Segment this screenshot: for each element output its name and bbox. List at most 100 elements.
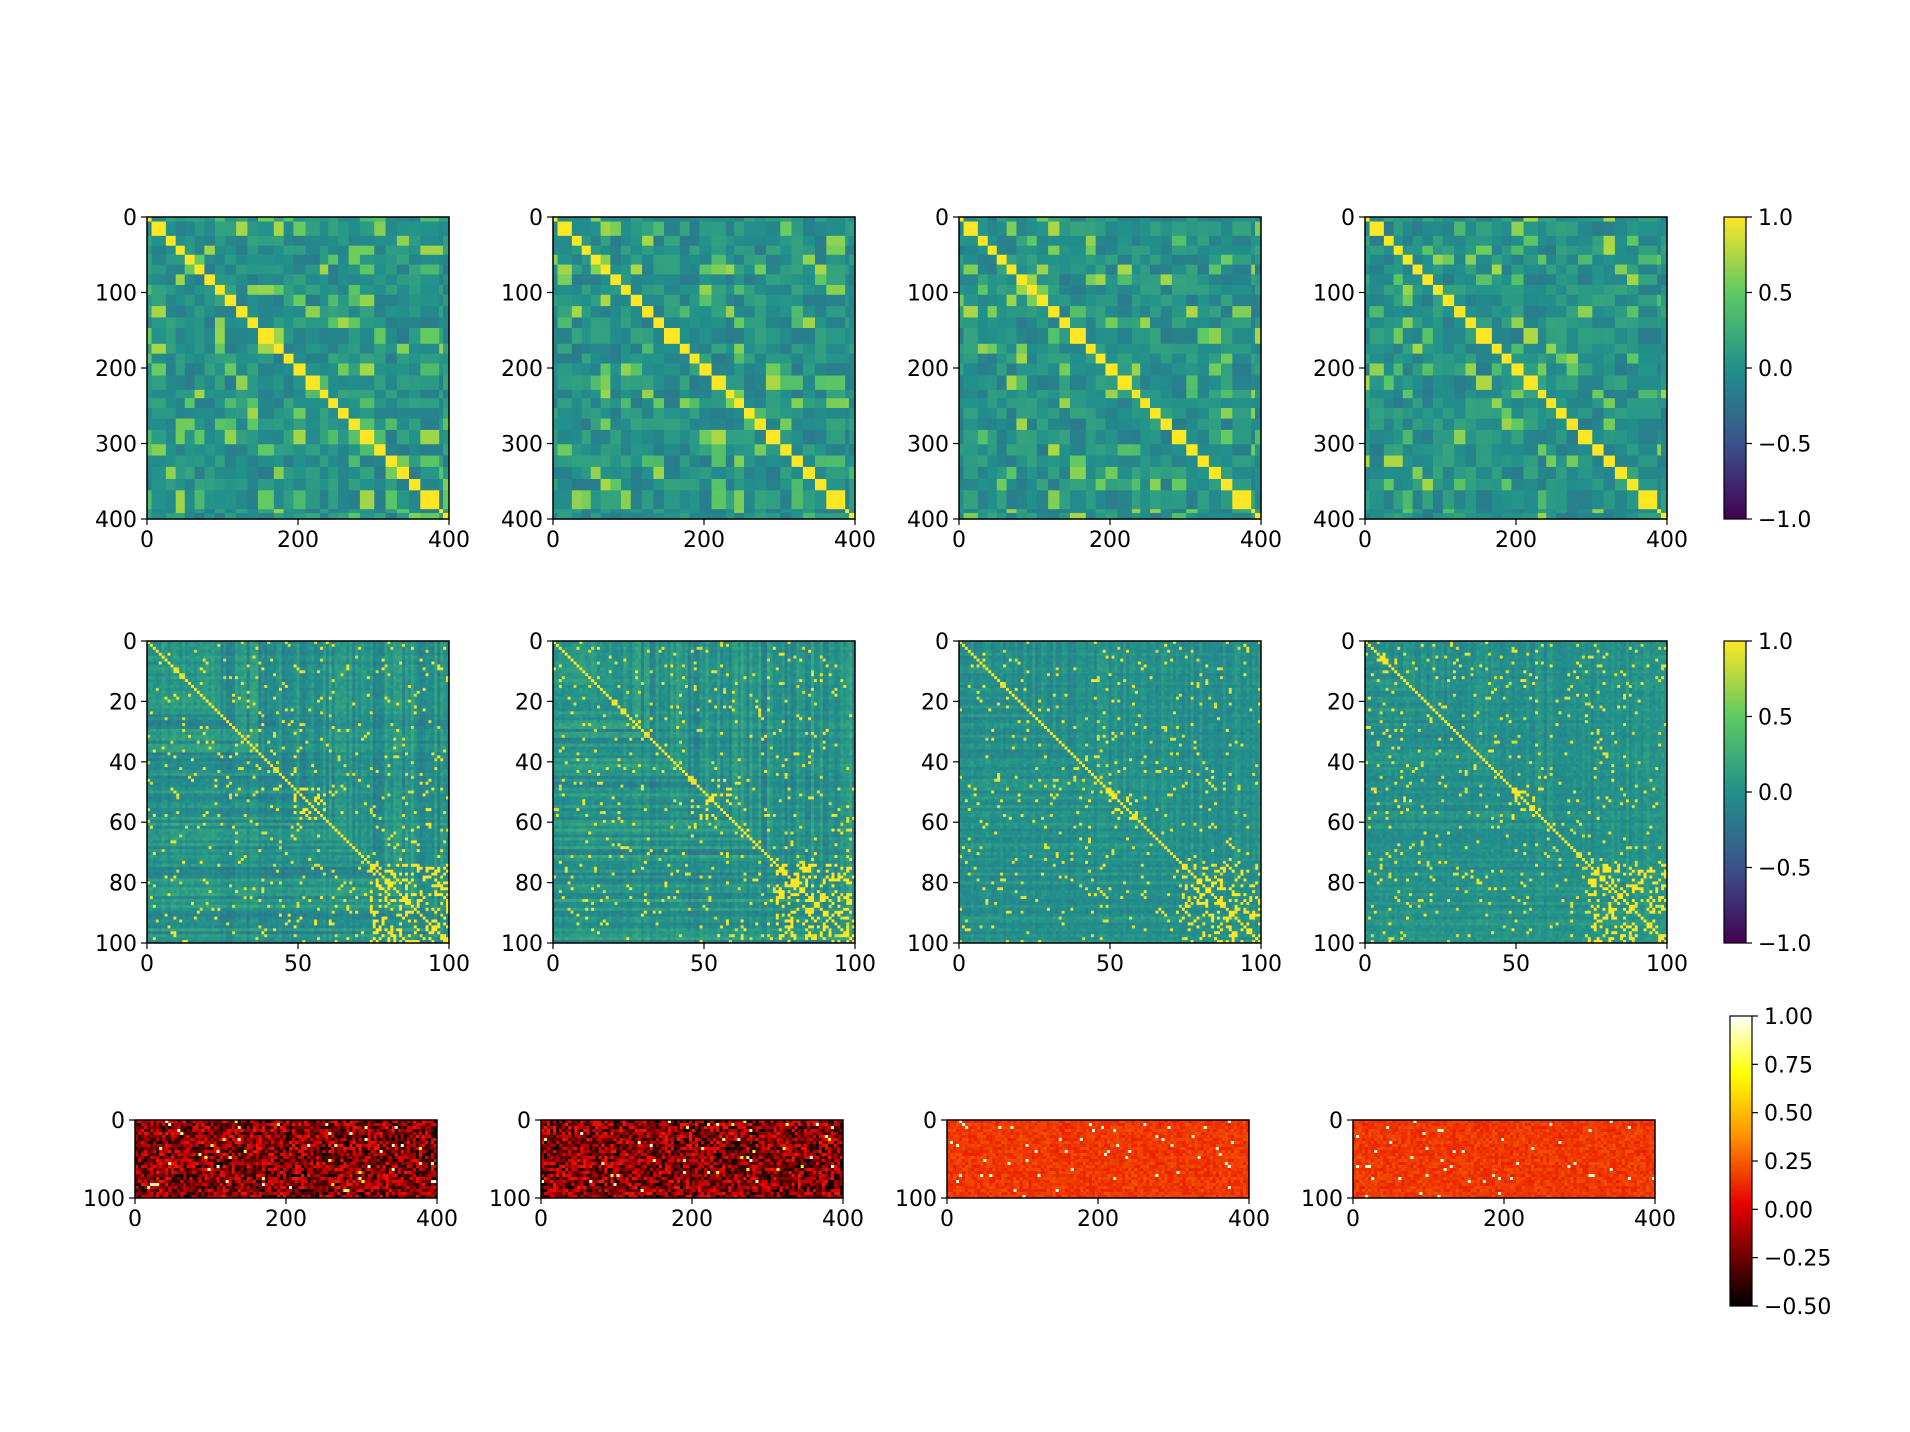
panel-r1-c1-cell — [320, 363, 329, 376]
panel-r1-c1-cell — [236, 390, 248, 399]
panel-r1-c1-cell — [386, 317, 398, 328]
panel-r1-c1-cell — [409, 328, 421, 344]
panel-r1-c1-cell — [320, 344, 329, 354]
panel-r1-c1-cell — [386, 246, 398, 256]
panel-r1-c1-cell — [274, 317, 284, 328]
panel-r1-c1-cell — [247, 265, 258, 275]
panel-r1-c1-cell — [185, 354, 195, 364]
panel-r1-c1-cell — [420, 398, 439, 408]
panel-r1-c1-cell — [176, 398, 186, 408]
panel-r1-c1-cell — [349, 376, 361, 391]
panel-r1-c1-cell — [284, 295, 294, 307]
panel-r1-c1-cell — [374, 376, 386, 391]
panel-r1-c1-cell — [204, 236, 215, 246]
panel-r1-c1-cell — [349, 430, 361, 445]
panel-r1-c1-cell — [147, 376, 152, 391]
panel-r1-c1-cell — [258, 363, 274, 376]
panel-r1-c1-cell — [225, 408, 237, 419]
panel-r1-c1-cell — [185, 328, 195, 344]
panel-r1-c1-cell — [152, 222, 167, 237]
panel-r1-c1-cell — [349, 363, 361, 376]
panel-r1-c1-cell — [247, 390, 258, 399]
panel-r1-c1-cell — [274, 419, 284, 431]
panel-r1-c1-cell — [185, 274, 195, 285]
panel-r1-c1-cell — [204, 295, 215, 307]
panel-r1-c1-cell — [147, 456, 152, 468]
panel-r1-c1-cell — [328, 222, 338, 237]
panel-r1-c1-cell — [320, 306, 329, 318]
panel-r1-c1-cell — [185, 295, 195, 307]
panel-r1-c1-cell — [258, 236, 274, 246]
panel-r1-c1-cell — [176, 408, 186, 419]
panel-r1-c1-cell — [374, 390, 386, 399]
panel-r1-c1-cell — [360, 328, 375, 344]
panel-r1-c1-cell — [374, 363, 386, 376]
panel-r1-c1-cell — [349, 328, 361, 344]
panel-r1-c1-cell — [306, 376, 321, 391]
panel-r1-c1-cell — [166, 354, 176, 364]
panel-r1-c1-cell — [293, 354, 306, 364]
panel-r1-c1-cell — [204, 376, 215, 391]
panel-r1-c1-cell — [195, 265, 205, 275]
panel-r1-c1-cell — [152, 390, 167, 399]
panel-r1-c1-cell — [215, 398, 225, 408]
panel-r1-c1-cell — [409, 398, 421, 408]
panel-r1-c1-cell — [349, 285, 361, 295]
panel-r1-c1-cell — [274, 344, 284, 354]
panel-r1-c1-cell — [349, 408, 361, 419]
panel-r1-c1-cell — [349, 222, 361, 237]
panel-r1-c1-cell — [215, 222, 225, 237]
panel-r1-c1-cell — [386, 408, 398, 419]
panel-r1-c1-cell — [185, 390, 195, 399]
panel-r1-c1-cell — [204, 255, 215, 265]
panel-r1-c1-cell — [176, 274, 186, 285]
panel-r1-c1-cell — [176, 456, 186, 468]
panel-r1-c1-cell — [284, 222, 294, 237]
panel-r1-c1-cell — [293, 274, 306, 285]
panel-r1-c1-cell — [236, 328, 248, 344]
panel-r1-c1-cell — [328, 390, 338, 399]
panel-r1-c1-cell — [349, 390, 361, 399]
panel-r1-c1-cell — [147, 255, 152, 265]
panel-r1-c1-cell — [409, 419, 421, 431]
panel-r1-c1-cell — [320, 419, 329, 431]
panel-r1-c1-cell — [195, 408, 205, 419]
panel-r1-c1-cell — [195, 419, 205, 431]
panel-r1-c1-cell — [204, 246, 215, 256]
panel-r1-c1-cell — [439, 265, 443, 275]
panel-r1-c1-cell — [147, 344, 152, 354]
panel-r1-c1-cell — [439, 444, 443, 456]
panel-r1-c1-cell — [338, 285, 349, 295]
panel-r1-c1-cell — [215, 265, 225, 275]
panel-r1-c1-cell — [195, 217, 205, 222]
panel-r1-c1-cell — [152, 430, 167, 445]
panel-r1-c1-cell — [247, 285, 258, 295]
panel-r1-c1-cell — [247, 274, 258, 285]
panel-r1-c1-cell — [420, 328, 439, 344]
panel-r1-c1-cell — [386, 390, 398, 399]
panel-r1-c1-cell — [204, 317, 215, 328]
panel-r1-c1-cell — [166, 419, 176, 431]
panel-r1-c1-cell — [147, 430, 152, 445]
panel-r1-c1-cell — [215, 376, 225, 391]
panel-r1-c1-cell — [195, 376, 205, 391]
panel-r1-c1-cell — [409, 317, 421, 328]
panel-r1-c1-cell — [185, 398, 195, 408]
panel-r1-c1-cell — [195, 344, 205, 354]
panel-r1-c1-cell — [328, 217, 338, 222]
panel-r1-c1-cell — [274, 217, 284, 222]
panel-r1-c1-cell — [386, 444, 398, 456]
panel-r1-c1-cell — [147, 363, 152, 376]
panel-r1-c1-cell — [328, 306, 338, 318]
panel-r1-c1-cell — [328, 285, 338, 295]
panel-r1-c1-cell — [374, 344, 386, 354]
panel-r1-c1-cell — [176, 363, 186, 376]
panel-r1-c1-cell — [360, 444, 375, 456]
panel-r1-c1-cell — [236, 444, 248, 456]
panel-r1-c1-cell — [225, 390, 237, 399]
panel-r1-c1-cell — [409, 255, 421, 265]
panel-r1-c1-cell — [420, 317, 439, 328]
panel-r1-c1-cell — [349, 265, 361, 275]
panel-r1-c1-cell — [247, 354, 258, 364]
panel-r1-c1-cell — [258, 408, 274, 419]
